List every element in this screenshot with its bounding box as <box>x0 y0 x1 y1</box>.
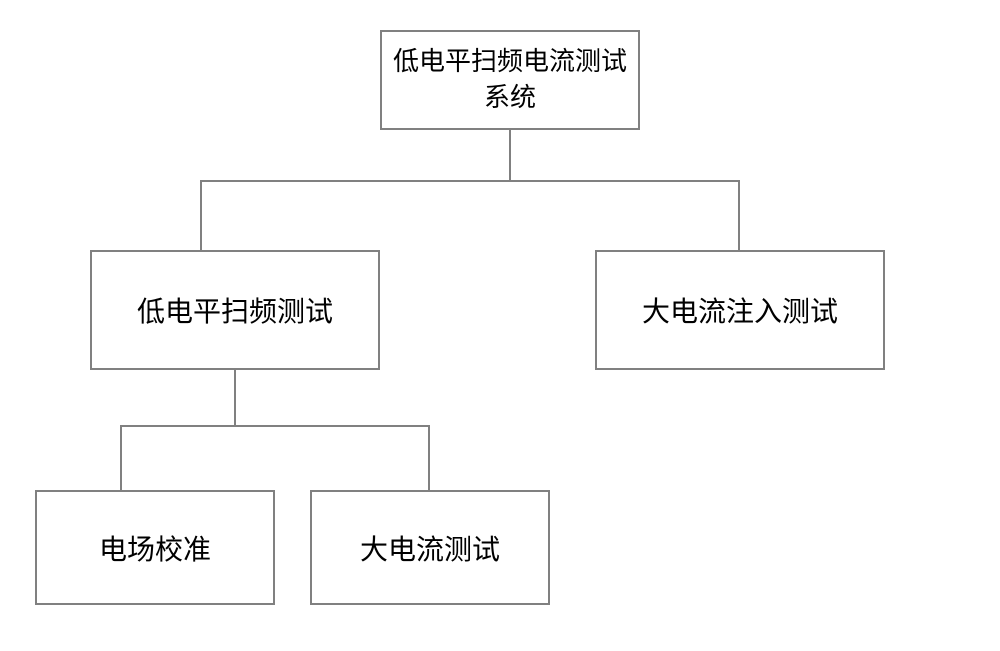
line-root-drop <box>509 130 511 180</box>
line-to-l2-left <box>200 180 202 250</box>
line-top-hbar <box>200 180 740 182</box>
node-l3-right-label: 大电流测试 <box>360 528 500 568</box>
node-l3-left: 电场校准 <box>35 490 275 605</box>
node-root: 低电平扫频电流测试系统 <box>380 30 640 130</box>
node-l2-left-label: 低电平扫频测试 <box>137 290 333 330</box>
line-to-l3-right <box>428 425 430 490</box>
node-l3-right: 大电流测试 <box>310 490 550 605</box>
line-to-l2-right <box>738 180 740 250</box>
line-l2-left-drop <box>234 370 236 425</box>
line-to-l3-left <box>120 425 122 490</box>
node-l3-left-label: 电场校准 <box>99 528 211 568</box>
node-l2-left: 低电平扫频测试 <box>90 250 380 370</box>
node-l2-right-label: 大电流注入测试 <box>642 290 838 330</box>
node-l2-right: 大电流注入测试 <box>595 250 885 370</box>
line-mid-hbar <box>120 425 430 427</box>
node-root-label: 低电平扫频电流测试系统 <box>382 44 638 117</box>
